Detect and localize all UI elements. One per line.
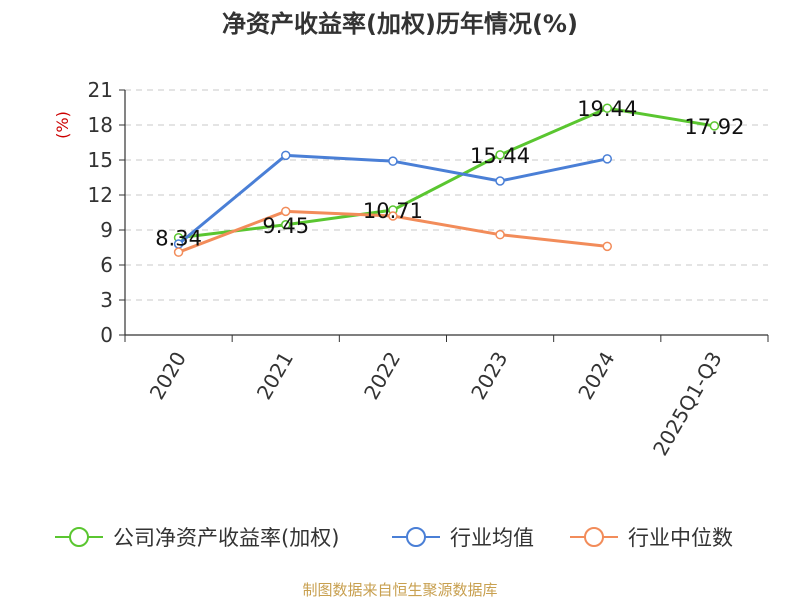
legend-swatch-marker <box>584 527 604 547</box>
data-point <box>495 229 505 240</box>
y-tick-label: 9 <box>100 218 113 242</box>
series-lines <box>173 103 720 257</box>
y-tick-label: 6 <box>100 253 113 277</box>
series-line-1 <box>178 106 715 240</box>
axes: 0 3 6 9 12 15 18 21 2020 2021 2022 2023 2024 2025Q1-Q… <box>88 78 769 460</box>
legend-label: 行业中位数 <box>628 526 733 550</box>
data-label: 15.44 <box>470 144 530 168</box>
data-point <box>281 150 291 161</box>
data-label: 17.92 <box>684 115 744 139</box>
x-tick-label: 2020 <box>145 348 191 404</box>
y-tick-label: 12 <box>88 183 113 207</box>
data-point <box>495 176 505 186</box>
y-tick-label: 3 <box>100 288 113 312</box>
grid-lines <box>125 89 768 301</box>
data-point <box>388 211 398 221</box>
data-point <box>602 241 612 252</box>
data-point <box>602 154 612 164</box>
data-point <box>173 247 184 257</box>
data-label: 9.45 <box>262 214 309 238</box>
data-label: 10.71 <box>363 199 423 223</box>
legend-label: 公司净资产收益率(加权) <box>113 526 339 550</box>
x-tick-label: 2022 <box>359 348 405 404</box>
y-tick-label: 21 <box>88 78 113 102</box>
y-tick-label: 15 <box>88 148 113 172</box>
data-label: 19.44 <box>577 97 637 121</box>
data-point <box>602 103 612 113</box>
chart-title: 净资产收益率(加权)历年情况(%) <box>222 10 578 38</box>
data-point <box>281 220 291 230</box>
legend-swatch-marker <box>69 527 89 547</box>
y-axis-unit: (%) <box>53 111 72 139</box>
data-point <box>709 121 720 131</box>
y-tick-label: 0 <box>100 323 113 347</box>
legend-swatch-marker <box>406 527 426 547</box>
data-point <box>495 150 505 160</box>
x-tick-label: 2025Q1-Q3 <box>648 348 727 460</box>
legend-label: 行业均值 <box>450 526 534 550</box>
data-point <box>281 206 291 217</box>
y-tick-label: 18 <box>88 113 113 137</box>
x-tick-label: 2021 <box>252 348 298 404</box>
data-labels: 8.34 9.45 10.71 15.44 19.44 17.92 <box>155 97 744 251</box>
x-tick-label: 2024 <box>573 348 619 404</box>
data-point <box>388 156 398 166</box>
data-label: 8.34 <box>155 227 202 251</box>
x-tick-label: 2023 <box>466 348 512 404</box>
source-note: 制图数据来自恒生聚源数据库 <box>302 581 497 599</box>
legend: 公司净资产收益率(加权) 行业均值 行业中位数 <box>55 526 733 550</box>
